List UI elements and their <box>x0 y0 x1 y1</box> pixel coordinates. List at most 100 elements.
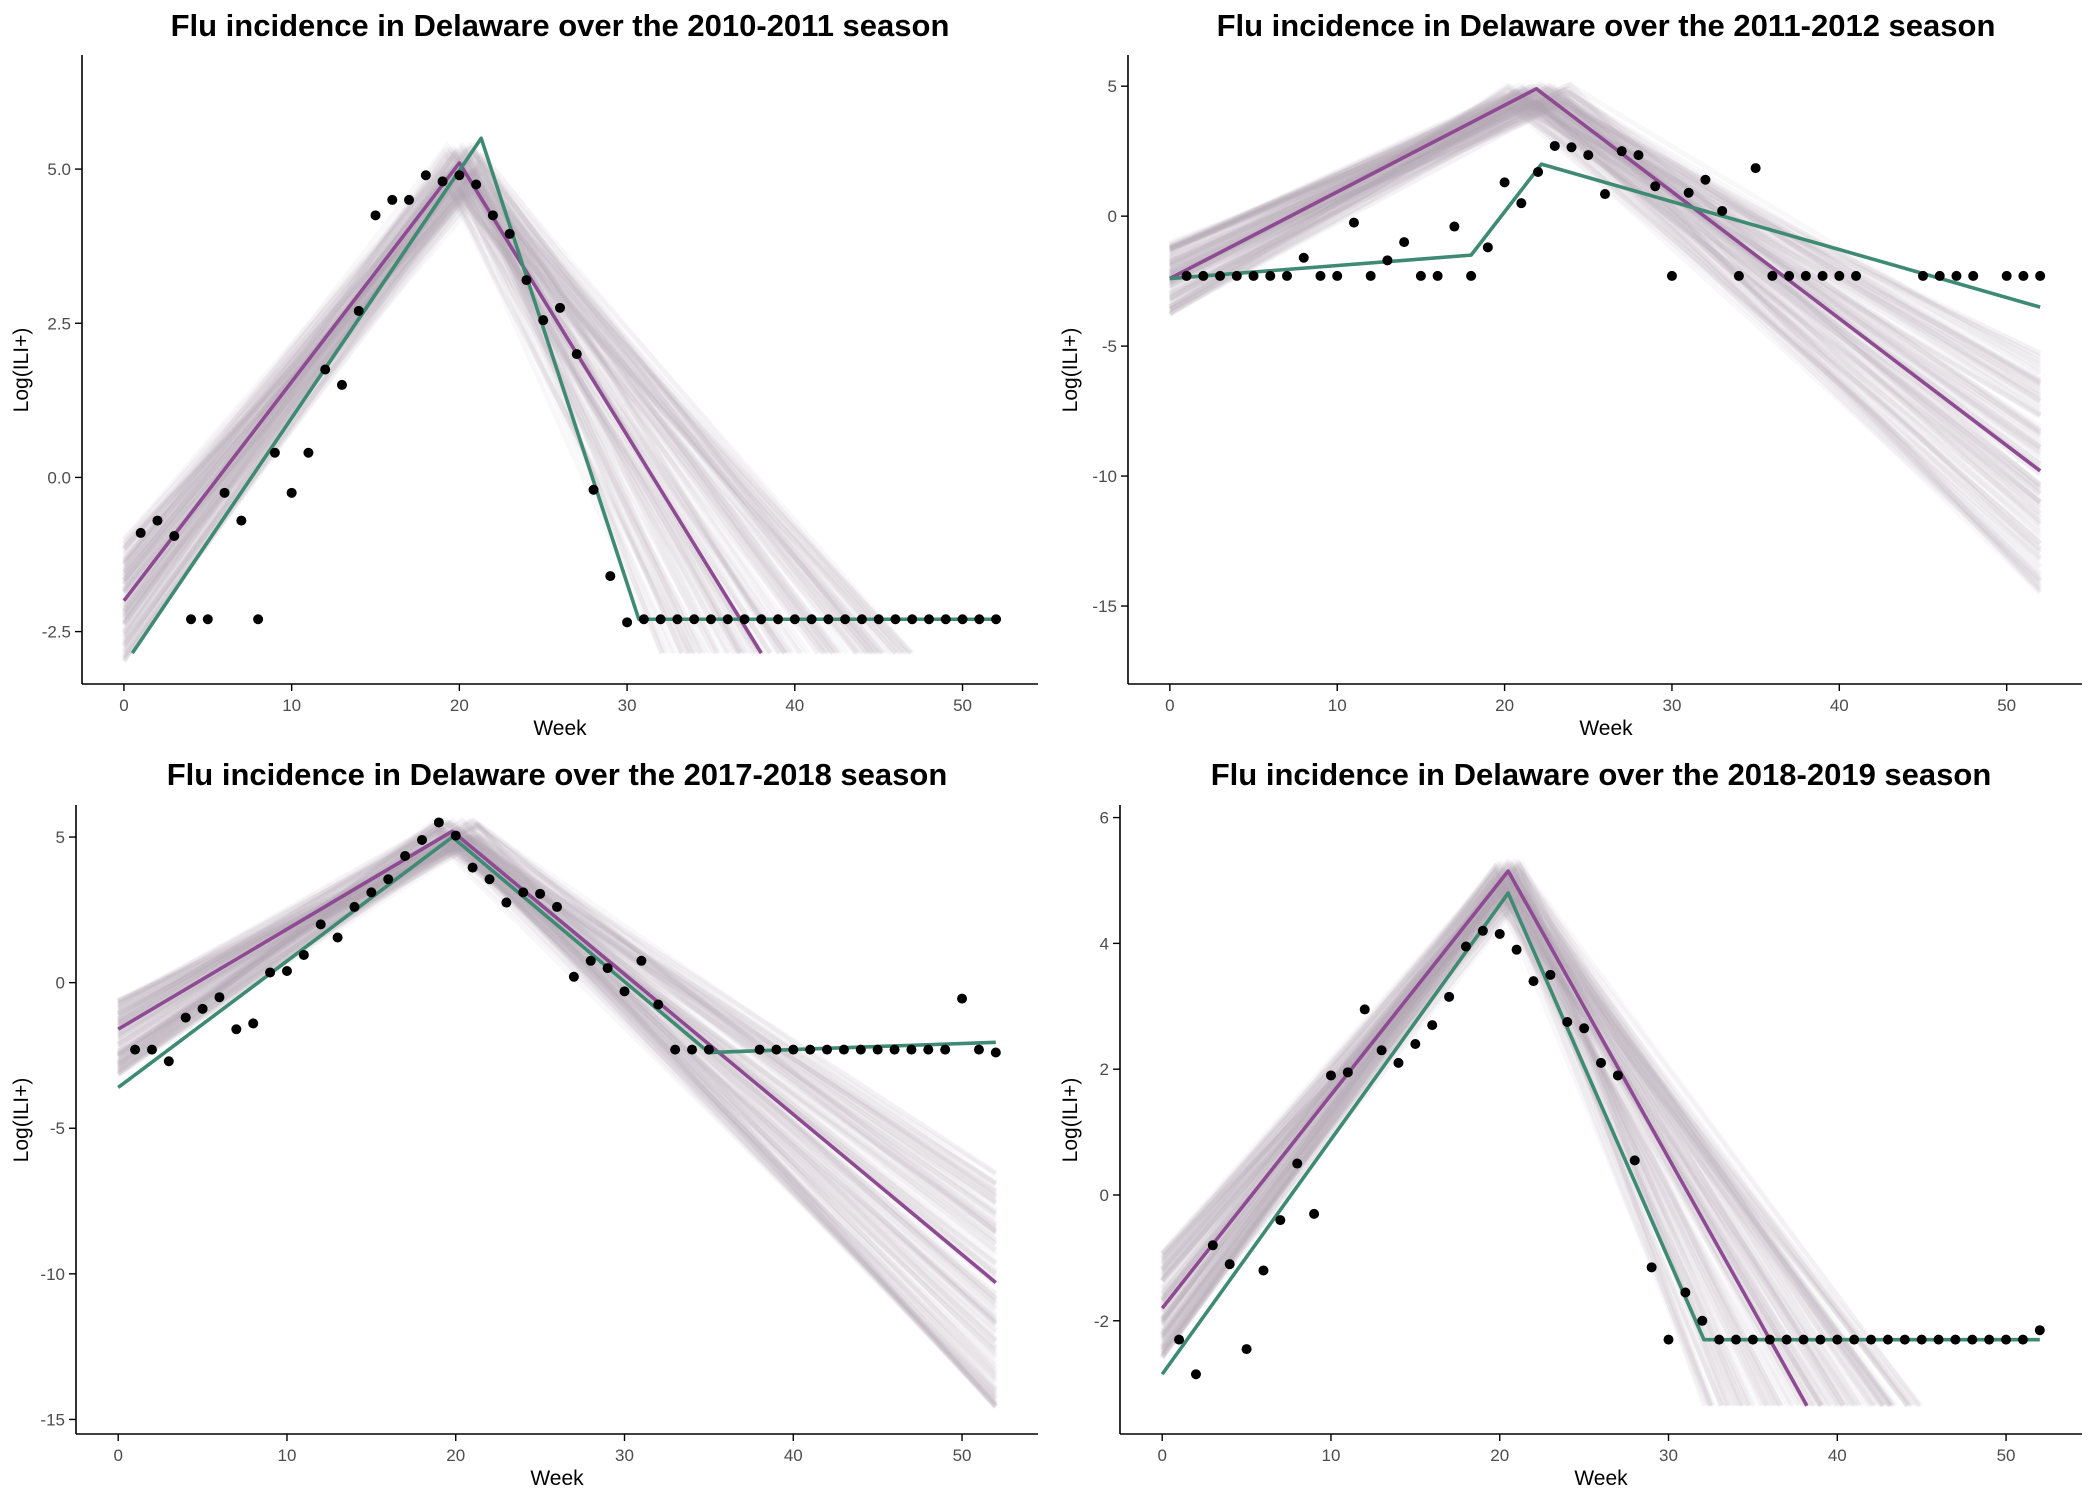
posterior-line <box>1168 94 2042 388</box>
data-point <box>1181 270 1192 281</box>
data-point <box>1800 270 1811 281</box>
data-point <box>1750 163 1761 174</box>
data-point <box>1376 1045 1387 1056</box>
data-point <box>219 487 230 498</box>
posterior-line <box>116 817 998 1377</box>
posterior-line <box>1160 870 1856 1408</box>
posterior-line <box>1160 873 1746 1407</box>
data-point <box>1579 1023 1590 1034</box>
data-point <box>1427 1020 1438 1031</box>
posterior-line <box>122 143 743 655</box>
posterior-line <box>1168 103 2042 419</box>
y-tick-label: -15 <box>1092 597 1117 616</box>
posterior-line <box>117 837 998 1370</box>
posterior-line <box>1160 862 1883 1408</box>
data-point <box>1781 1334 1792 1345</box>
posterior-line <box>116 820 998 1390</box>
posterior-line <box>121 145 878 655</box>
posterior-line <box>1168 91 2042 451</box>
posterior-line <box>1168 97 2042 449</box>
panel-title: Flu incidence in Delaware over the 2011-… <box>1217 8 1996 43</box>
data-point <box>1309 1208 1320 1219</box>
data-point <box>1967 1334 1978 1345</box>
posterior-line <box>116 822 998 1354</box>
posterior-line <box>1160 859 1731 1407</box>
posterior-line <box>116 839 998 1396</box>
y-tick-label: 2 <box>1100 1060 1109 1079</box>
posterior-line <box>116 821 998 1408</box>
x-tick-label: 40 <box>1830 696 1849 715</box>
posterior-line <box>122 183 842 655</box>
posterior-line <box>1168 89 2042 429</box>
posterior-line <box>1160 877 1857 1408</box>
posterior-line <box>1168 94 2042 494</box>
posterior-line <box>121 165 870 655</box>
data-point <box>163 1056 174 1067</box>
posterior-line <box>1168 87 2042 376</box>
data-point <box>1348 217 1359 228</box>
posterior-line <box>1168 99 2042 438</box>
x-tick-label: 30 <box>1659 1446 1678 1465</box>
data-point <box>1265 270 1276 281</box>
posterior-line <box>122 166 876 655</box>
data-point <box>1817 270 1828 281</box>
purple-fit-line <box>117 829 997 1284</box>
data-point <box>1680 1287 1691 1298</box>
data-point <box>303 447 314 458</box>
posterior-line <box>121 149 850 655</box>
data-point <box>1482 242 1493 253</box>
posterior-line <box>121 185 826 655</box>
posterior-line <box>1160 871 1841 1408</box>
posterior-line <box>122 182 665 655</box>
data-point <box>437 176 448 187</box>
posterior-line <box>121 186 872 655</box>
posterior-line <box>1160 880 1893 1408</box>
data-point <box>332 932 343 943</box>
data-point <box>1241 1344 1252 1355</box>
data-point <box>1934 270 1945 281</box>
posterior-line <box>121 151 905 655</box>
posterior-line <box>117 829 998 1333</box>
posterior-line <box>1168 90 2042 397</box>
data-point <box>1282 270 1292 281</box>
posterior-line <box>121 176 704 658</box>
posterior-line <box>121 174 703 655</box>
posterior-line <box>116 833 998 1410</box>
data-point <box>1834 270 1845 281</box>
posterior-line <box>1168 96 2042 386</box>
posterior-line <box>1168 97 2042 450</box>
data-point <box>2035 270 2046 281</box>
posterior-line <box>1160 878 1745 1407</box>
data-point <box>130 1044 141 1055</box>
posterior-line <box>116 830 998 1301</box>
posterior-line <box>121 148 874 655</box>
posterior-line <box>116 834 998 1187</box>
posterior-line <box>121 150 774 655</box>
panel-3: Flu incidence in Delaware over the 2017-… <box>10 757 1038 1490</box>
posterior-line <box>116 825 998 1204</box>
posterior-line <box>1168 91 2042 387</box>
y-tick-label: -5 <box>50 1119 65 1138</box>
data-point <box>940 614 951 625</box>
data-point <box>568 971 579 982</box>
posterior-line <box>1168 85 2042 577</box>
data-point <box>1248 270 1259 281</box>
y-tick-label: 0 <box>1108 207 1117 226</box>
posterior-line <box>122 157 697 655</box>
data-point <box>286 487 297 498</box>
y-tick-label: -2 <box>1094 1312 1109 1331</box>
posterior-line <box>1160 863 1862 1408</box>
posterior-line <box>117 830 998 1327</box>
data-point <box>1365 270 1376 281</box>
data-point <box>1849 1334 1860 1345</box>
posterior-line <box>1160 884 1823 1407</box>
posterior-line <box>122 140 781 655</box>
posterior-line <box>117 823 998 1234</box>
posterior-line <box>1160 857 1734 1407</box>
posterior-line <box>1160 864 1724 1407</box>
x-tick-label: 0 <box>119 696 128 715</box>
posterior-line <box>116 818 998 1199</box>
data-point <box>450 830 461 841</box>
posterior-line <box>1160 862 1825 1407</box>
y-tick-label: 2.5 <box>47 314 71 333</box>
